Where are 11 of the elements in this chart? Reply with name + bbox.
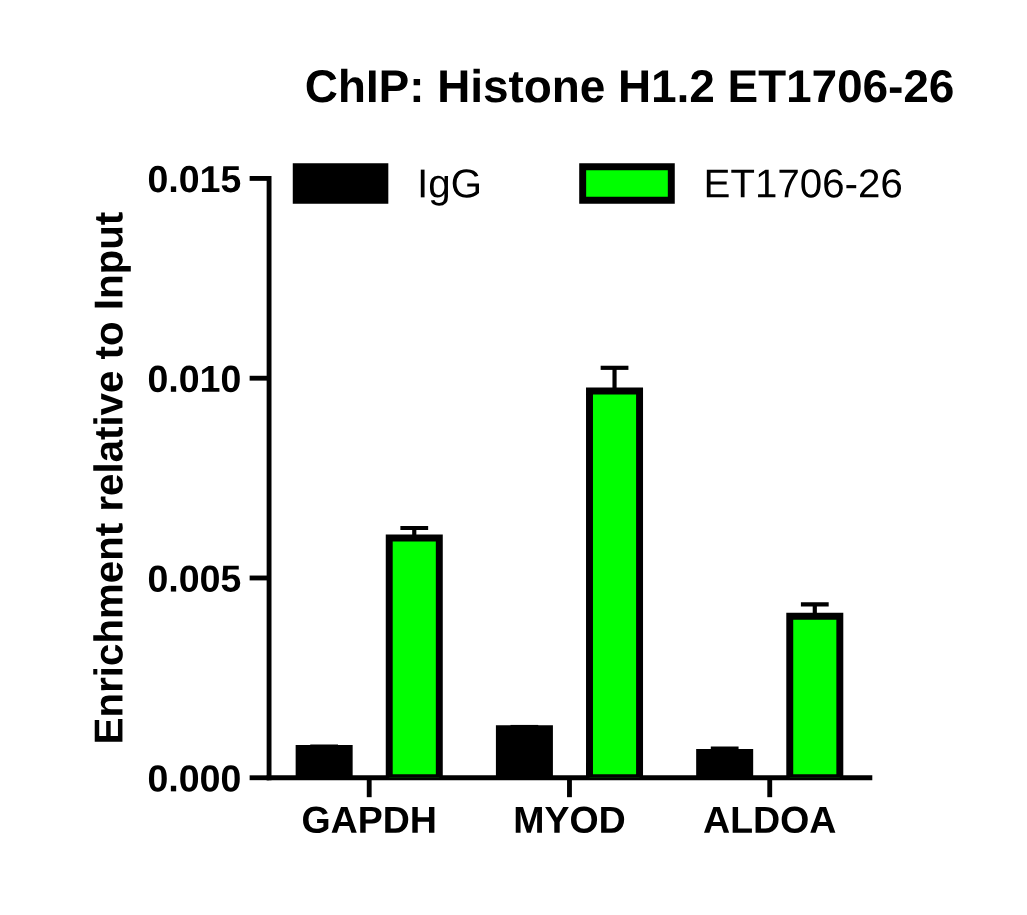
y-tick-label: 0.000 bbox=[148, 765, 240, 792]
legend-label: IgG bbox=[420, 169, 479, 206]
y-axis-title: Enrichment relative to Input bbox=[93, 212, 131, 742]
chart-title: ChIP: Histone H1.2 ET1706-26 bbox=[306, 68, 953, 103]
y-tick-label: 0.015 bbox=[148, 165, 241, 193]
x-tick-label: GAPDH bbox=[303, 806, 435, 834]
legend-label: ET1706-26 bbox=[706, 169, 902, 198]
y-tick-label: 0.010 bbox=[148, 365, 240, 393]
x-tick-label: ALDOA bbox=[704, 806, 836, 834]
y-tick-label: 0.005 bbox=[148, 565, 241, 592]
x-tick-label: MYOD bbox=[515, 806, 625, 834]
